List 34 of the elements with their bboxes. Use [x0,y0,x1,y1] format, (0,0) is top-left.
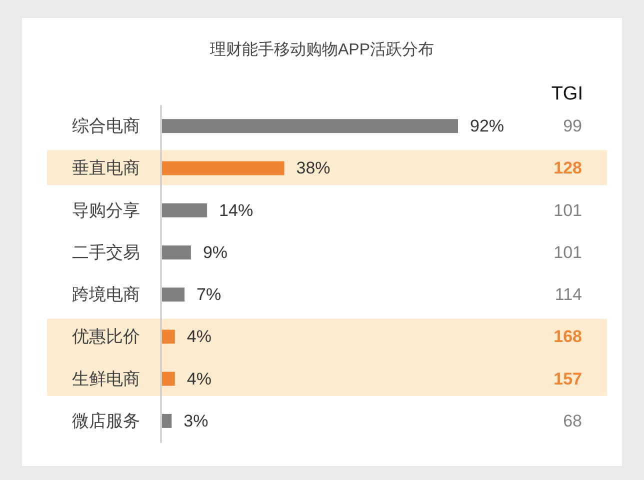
y-tick-label: 优惠比价 [72,327,140,346]
data-label: 3% [184,411,208,430]
data-label: 14% [219,200,254,220]
y2-tick-label: 101 [554,200,582,220]
y2-tick-label: 68 [563,411,582,430]
data-label: 92% [470,116,504,136]
chart-title: 理财能手移动购物APP活跃分布 [210,40,434,58]
y2-tick-label: 128 [554,158,582,178]
bar [162,245,191,260]
y2-axis-title: TGI [551,84,583,104]
y2-tick-label: 101 [554,242,582,262]
y2-tick-label: 114 [554,285,582,304]
data-label: 4% [186,327,212,346]
y-tick-label: 跨境电商 [72,285,140,304]
data-label: 7% [196,285,222,304]
y-tick-label: 微店服务 [72,411,140,430]
y-tick-label: 综合电商 [72,116,140,136]
y-tick-label: 生鲜电商 [72,369,140,388]
y-tick-label: 二手交易 [72,242,140,262]
y2-tick-label: 99 [563,116,582,136]
bar [162,203,208,218]
data-label: 9% [202,242,228,262]
bar [162,372,175,386]
y-tick-label: 垂直电商 [72,158,140,178]
y-tick-label: 导购分享 [72,200,140,220]
bar [162,161,284,176]
data-label: 38% [296,158,330,178]
bar [162,330,175,344]
bar [162,119,458,134]
data-label: 4% [186,369,212,388]
y2-tick-label: 157 [554,369,582,388]
bar [162,288,185,302]
bar [162,414,172,428]
y2-tick-label: 168 [554,327,582,346]
